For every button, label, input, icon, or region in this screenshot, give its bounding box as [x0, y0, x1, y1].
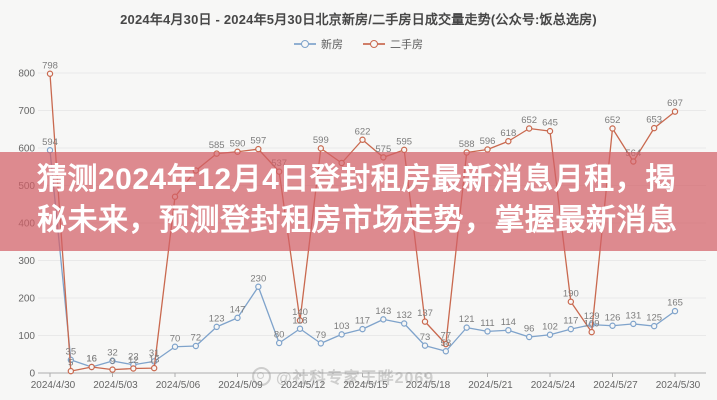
svg-text:2024/5/03: 2024/5/03	[93, 380, 138, 391]
svg-text:652: 652	[521, 115, 537, 126]
svg-text:2024/5/09: 2024/5/09	[218, 380, 263, 391]
overlay-banner: 猜测2024年12月4日登封租房最新消息月租，揭 秘未来，预测登封租房市场走势，…	[0, 152, 717, 251]
svg-text:645: 645	[542, 118, 558, 129]
svg-text:594: 594	[42, 137, 58, 148]
svg-text:700: 700	[18, 106, 35, 117]
svg-text:200: 200	[18, 294, 35, 305]
svg-text:70: 70	[170, 333, 181, 344]
legend-item-ershoufang[interactable]: 二手房	[363, 36, 423, 52]
legend: 新房 二手房	[0, 36, 717, 52]
svg-text:126: 126	[605, 312, 621, 323]
svg-text:79: 79	[316, 330, 327, 341]
svg-text:165: 165	[667, 298, 683, 309]
svg-text:103: 103	[334, 321, 350, 332]
legend-label-xinfang: 新房	[321, 39, 343, 51]
svg-text:585: 585	[209, 140, 225, 151]
svg-text:109: 109	[584, 319, 600, 330]
svg-text:102: 102	[542, 321, 558, 332]
svg-text:72: 72	[191, 333, 202, 344]
svg-text:118: 118	[292, 315, 307, 326]
svg-text:16: 16	[86, 354, 97, 365]
svg-text:600: 600	[18, 144, 35, 155]
svg-text:230: 230	[250, 273, 266, 284]
svg-text:140: 140	[292, 307, 308, 318]
legend-item-xinfang[interactable]: 新房	[294, 36, 343, 52]
svg-text:622: 622	[355, 126, 371, 137]
svg-text:2024/5/12: 2024/5/12	[281, 380, 326, 391]
svg-text:798: 798	[42, 60, 58, 71]
svg-text:597: 597	[250, 136, 266, 147]
svg-text:80: 80	[274, 330, 285, 341]
svg-text:588: 588	[459, 139, 475, 150]
svg-text:100: 100	[18, 331, 35, 342]
svg-text:58: 58	[441, 338, 452, 349]
svg-text:0: 0	[29, 369, 35, 380]
svg-text:77: 77	[441, 331, 452, 342]
svg-text:114: 114	[501, 317, 516, 328]
svg-text:137: 137	[417, 308, 433, 319]
svg-text:599: 599	[313, 135, 329, 146]
chart-title: 2024年4月30日 - 2024年5月30日北京新房/二手房日成交量走势(公众…	[120, 12, 597, 27]
svg-text:121: 121	[459, 314, 475, 325]
overlay-text-line1: 猜测2024年12月4日登封租房最新消息月租，揭	[37, 163, 676, 196]
svg-text:96: 96	[524, 324, 535, 335]
line-marker-icon	[363, 39, 385, 49]
svg-text:596: 596	[480, 136, 496, 147]
svg-text:117: 117	[355, 316, 370, 327]
svg-text:111: 111	[480, 318, 494, 329]
svg-text:129: 129	[584, 311, 600, 322]
svg-text:2024/5/15: 2024/5/15	[343, 380, 388, 391]
svg-text:590: 590	[230, 138, 246, 149]
svg-text:13: 13	[149, 355, 160, 366]
svg-text:2024/5/18: 2024/5/18	[406, 380, 451, 391]
svg-text:131: 131	[625, 310, 641, 321]
svg-text:147: 147	[230, 304, 246, 315]
svg-text:2024/5/24: 2024/5/24	[531, 380, 576, 391]
svg-text:125: 125	[646, 313, 662, 324]
svg-text:653: 653	[646, 115, 662, 126]
svg-text:16: 16	[86, 354, 97, 365]
svg-text:73: 73	[420, 332, 431, 343]
svg-text:31: 31	[149, 348, 160, 359]
svg-text:2024/5/21: 2024/5/21	[468, 380, 513, 391]
svg-text:575: 575	[375, 144, 391, 155]
svg-text:5: 5	[68, 358, 73, 369]
svg-text:9: 9	[110, 356, 115, 367]
svg-text:300: 300	[18, 256, 35, 267]
svg-text:190: 190	[563, 288, 579, 299]
svg-text:595: 595	[396, 136, 412, 147]
svg-text:132: 132	[396, 310, 412, 321]
overlay-text-line2: 秘未来，预测登封租房市场走势，掌握最新消息	[37, 204, 678, 237]
svg-text:22: 22	[128, 351, 139, 362]
svg-text:652: 652	[605, 115, 621, 126]
svg-text:123: 123	[209, 313, 225, 324]
svg-text:12: 12	[128, 355, 139, 366]
line-marker-icon	[294, 39, 316, 49]
svg-text:117: 117	[563, 316, 578, 327]
legend-label-ershoufang: 二手房	[390, 39, 423, 51]
svg-text:800: 800	[18, 69, 35, 80]
svg-text:2024/5/27: 2024/5/27	[593, 380, 638, 391]
svg-text:2024/5/30: 2024/5/30	[656, 380, 701, 391]
svg-text:35: 35	[66, 346, 77, 357]
svg-text:143: 143	[375, 306, 391, 317]
svg-text:618: 618	[500, 128, 516, 139]
svg-text:32: 32	[107, 348, 118, 359]
svg-text:697: 697	[667, 98, 683, 109]
svg-text:2024/4/30: 2024/4/30	[31, 380, 76, 391]
svg-text:2024/5/06: 2024/5/06	[156, 380, 201, 391]
